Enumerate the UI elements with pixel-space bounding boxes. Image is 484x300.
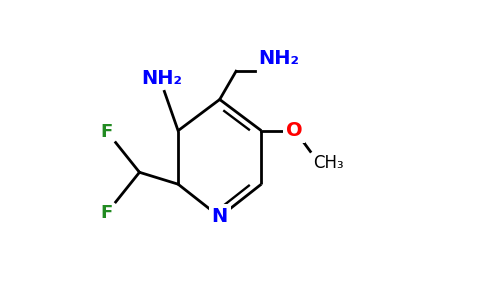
Text: N: N: [212, 207, 228, 226]
Text: NH₂: NH₂: [141, 69, 182, 88]
Text: CH₃: CH₃: [313, 154, 344, 172]
Text: O: O: [286, 121, 302, 140]
Text: F: F: [101, 123, 113, 141]
Text: NH₂: NH₂: [258, 49, 299, 68]
Text: F: F: [101, 203, 113, 221]
